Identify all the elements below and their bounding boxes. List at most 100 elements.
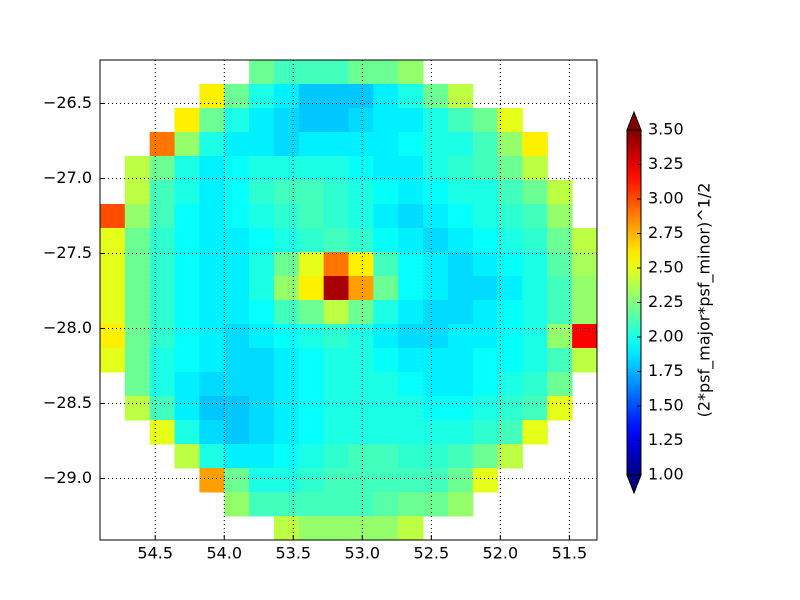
- colorbar-tick-label: 1.50: [648, 396, 684, 415]
- colorbar-tick-label: 1.00: [648, 465, 684, 484]
- heatmap-cell: [149, 252, 176, 277]
- heatmap-cell: [522, 348, 548, 373]
- heatmap-cell: [124, 204, 151, 229]
- heatmap-cell: [323, 300, 349, 325]
- heatmap-cell: [522, 372, 548, 397]
- heatmap-cell: [472, 180, 499, 205]
- heatmap-cell: [373, 492, 399, 517]
- heatmap-cell: [149, 204, 176, 229]
- heatmap-cell: [423, 396, 449, 421]
- heatmap-cell: [522, 300, 548, 325]
- heatmap-cell: [522, 396, 548, 421]
- heatmap-cell: [174, 420, 200, 445]
- heatmap-cell: [348, 468, 374, 493]
- heatmap-cell: [398, 252, 424, 277]
- heatmap-cell: [124, 276, 151, 301]
- heatmap-cell: [348, 492, 374, 517]
- heatmap-cell: [348, 60, 374, 85]
- heatmap-cell: [124, 300, 151, 325]
- heatmap-cell: [522, 252, 548, 277]
- heatmap-cell: [149, 372, 176, 397]
- heatmap-cell: [224, 108, 250, 133]
- heatmap-cell: [398, 300, 424, 325]
- heatmap-cell: [472, 348, 499, 373]
- y-tick-label: −27.5: [43, 243, 92, 262]
- heatmap-cell: [497, 180, 523, 205]
- heatmap-cell: [447, 180, 474, 205]
- heatmap-cell: [298, 132, 325, 157]
- heatmap-cell: [174, 228, 200, 253]
- heatmap-cell: [423, 204, 449, 229]
- heatmap-cell: [273, 84, 300, 109]
- heatmap-cell: [447, 420, 474, 445]
- heatmap-cell: [447, 132, 474, 157]
- heatmap-cell: [273, 420, 300, 445]
- colorbar-tick-label: 1.25: [648, 430, 684, 449]
- heatmap-cell: [298, 444, 325, 469]
- heatmap-cell: [373, 180, 399, 205]
- colorbar-label: (2*psf_major*psf_minor)^1/2: [695, 183, 715, 418]
- heatmap-cell: [522, 324, 548, 349]
- heatmap-cell: [398, 348, 424, 373]
- heatmap-cell: [273, 180, 300, 205]
- heatmap-cell: [273, 516, 300, 541]
- heatmap-cell: [224, 204, 250, 229]
- heatmap-cell: [373, 108, 399, 133]
- heatmap-cell: [423, 444, 449, 469]
- heatmap-cell: [323, 420, 349, 445]
- heatmap-cell: [497, 420, 523, 445]
- heatmap-cell: [149, 420, 176, 445]
- heatmap-cell: [497, 444, 523, 469]
- heatmap-cell: [323, 84, 349, 109]
- heatmap-cell: [323, 348, 349, 373]
- heatmap-cell: [472, 204, 499, 229]
- colorbar-extend-top: [626, 110, 642, 131]
- heatmap-cell: [373, 300, 399, 325]
- heatmap-cell: [249, 468, 275, 493]
- heatmap-cell: [447, 276, 474, 301]
- heatmap-cell: [373, 228, 399, 253]
- heatmap-cell: [100, 348, 126, 373]
- heatmap-cell: [323, 324, 349, 349]
- heatmap-cell: [348, 396, 374, 421]
- colorbar-tick-label: 3.00: [648, 189, 684, 208]
- heatmap-cell: [348, 324, 374, 349]
- heatmap-cell: [224, 228, 250, 253]
- heatmap-cell: [398, 228, 424, 253]
- heatmap-cell: [298, 204, 325, 229]
- heatmap-cell: [472, 468, 499, 493]
- heatmap-cell: [249, 372, 275, 397]
- heatmap-cell: [447, 228, 474, 253]
- heatmap-cell: [249, 228, 275, 253]
- heatmap-cell: [224, 180, 250, 205]
- heatmap-cell: [298, 228, 325, 253]
- heatmap-cell: [100, 324, 126, 349]
- heatmap-cell: [174, 348, 200, 373]
- heatmap-cell: [298, 84, 325, 109]
- heatmap-cell: [398, 180, 424, 205]
- heatmap-cell: [423, 132, 449, 157]
- heatmap-cell: [572, 300, 598, 325]
- heatmap-cell: [472, 156, 499, 181]
- heatmap-cell: [124, 396, 151, 421]
- heatmap-cell: [547, 300, 573, 325]
- heatmap-cell: [273, 276, 300, 301]
- heatmap-cell: [398, 468, 424, 493]
- heatmap-cell: [348, 372, 374, 397]
- heatmap-cell: [398, 324, 424, 349]
- heatmap-cell: [447, 108, 474, 133]
- heatmap-cell: [373, 516, 399, 541]
- heatmap-cell: [298, 180, 325, 205]
- heatmap-cell: [273, 468, 300, 493]
- heatmap-cell: [174, 132, 200, 157]
- heatmap-cell: [373, 252, 399, 277]
- heatmap-cell: [398, 276, 424, 301]
- heatmap-cell: [348, 180, 374, 205]
- heatmap-cell: [522, 276, 548, 301]
- heatmap-cell: [124, 372, 151, 397]
- heatmap-cell: [224, 444, 250, 469]
- heatmap-cell: [373, 84, 399, 109]
- heatmap-cell: [373, 60, 399, 85]
- heatmap-cell: [323, 156, 349, 181]
- heatmap-cell: [522, 156, 548, 181]
